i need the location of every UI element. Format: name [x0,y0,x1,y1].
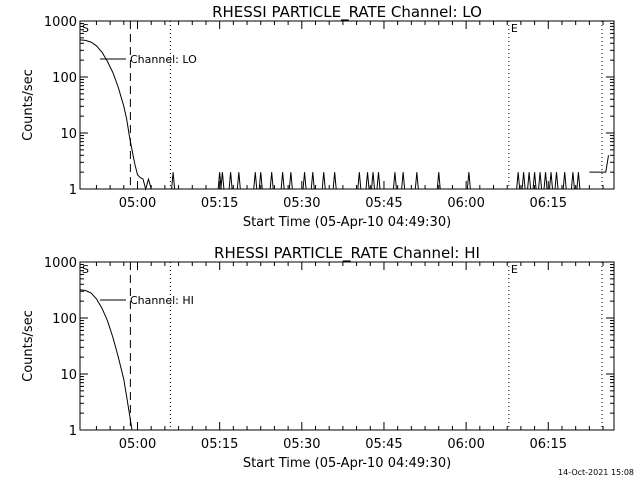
panel2-x-axis-label: Start Time (05-Apr-10 04:49:30) [243,456,451,471]
panel1-count-spike [371,172,376,190]
panel1-x-tick-label: 06:00 [447,196,484,211]
panel1-count-spike [466,172,471,190]
panel2-series-line [79,289,133,431]
panel1-count-spike [532,172,537,190]
panel1-count-spike [549,172,554,190]
panel1-plot-frame [79,20,615,190]
panel1-count-spike [288,172,293,190]
panel2-y-tick-label: 10 [60,368,77,383]
panel1-x-tick-label: 06:15 [530,196,567,211]
panel1-y-tick-label: 10 [60,127,77,142]
panel1-marker-label-e: E [511,22,518,35]
panel1-count-spike [171,172,176,190]
panel2-marker-label-e: E [511,263,518,276]
panel1-x-axis-label: Start Time (05-Apr-10 04:49:30) [243,215,451,230]
panel2-x-tick-label: 06:15 [530,437,567,452]
panel2-y-tick-label: 100 [52,312,77,327]
panel1-count-spike [576,172,581,190]
panel2-y-axis-label: Counts/sec [21,310,36,382]
timestamp: 14-Oct-2021 15:08 [558,468,634,477]
panel1-count-spike [365,172,370,190]
panel1-count-spike [570,172,575,190]
panel1-y-tick-label: 100 [52,71,77,86]
panel2-x-tick-label: 05:15 [201,437,238,452]
panel1-y-tick-label: 1 [69,183,77,198]
panel1-y-axis-label: Counts/sec [21,69,36,141]
panel2-plot-frame [79,261,615,431]
panel1-count-spike [562,172,567,190]
panel1-count-spike [414,172,419,190]
panel1-count-spike [302,172,307,190]
panel1-count-spike [392,172,397,190]
panel1-count-spike [220,172,225,190]
panel1-count-spike [228,172,233,190]
panel1-count-spike [236,172,241,190]
panel1-count-spike [310,172,315,190]
panel1-count-spike [280,172,285,190]
panel1-count-spike [258,172,263,190]
panel1-legend-label: Channel: LO [130,53,197,66]
panel1-y-tick-label: 1000 [44,15,77,30]
panel1-series-line [79,39,157,191]
panel1-x-tick-label: 05:15 [201,196,238,211]
panel1-marker-label-s: S [82,22,89,35]
panel1-count-spike [269,172,274,190]
panel1-chart-title: RHESSI PARTICLE_RATE Channel: LO [212,3,482,22]
panel2-chart-title: RHESSI PARTICLE_RATE Channel: HI [214,244,480,263]
panel1-x-tick-label: 05:00 [119,196,156,211]
panel1-count-spike [554,172,559,190]
panel1-count-spike [436,172,441,190]
panel1-count-spike [321,172,326,190]
panel1-count-spike [516,172,521,190]
panel2-y-tick-label: 1000 [44,256,77,271]
panel2-marker-label-s: S [82,263,89,276]
panel1-count-spike [538,172,543,190]
panel1-count-spike [401,172,406,190]
panel1-x-tick-label: 05:30 [283,196,320,211]
panel1-count-spike [543,172,548,190]
panel1-count-spike [376,172,381,190]
panel2-legend-label: Channel: HI [130,294,194,307]
panel2-x-tick-label: 05:45 [365,437,402,452]
panel1-count-spike [521,172,526,190]
panel1-count-spike [217,172,222,190]
panel2-y-tick-label: 1 [69,424,77,439]
panel1-x-tick-label: 05:45 [365,196,402,211]
panel1-count-spike [357,172,362,190]
panel1-count-spike [332,172,337,190]
panel2-x-tick-label: 05:30 [283,437,320,452]
panel2-x-tick-label: 06:00 [447,437,484,452]
panel1-count-spike [253,172,258,190]
panel2-x-tick-label: 05:00 [119,437,156,452]
panel1-series-tail [589,155,609,173]
panel1-count-spike [527,172,532,190]
